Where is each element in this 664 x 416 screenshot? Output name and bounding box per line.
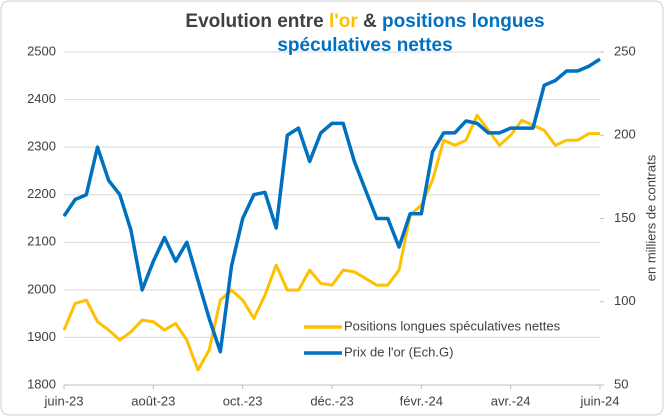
series-line (62, 113, 600, 372)
legend-label: Prix de l'or (Ech.G) (344, 344, 453, 359)
y-tick-label: 2500 (27, 43, 56, 58)
y2-tick-label: 250 (614, 43, 636, 58)
title-part: positions longues spéculatives nettes (277, 11, 545, 56)
y2-axis-label: en milliers de contrats (643, 154, 658, 281)
y2-tick-label: 200 (614, 127, 636, 142)
y2-tick-label: 50 (614, 376, 628, 391)
x-tick-label: oct.-23 (223, 393, 263, 408)
y-tick-label: 2200 (27, 186, 56, 201)
x-tick-label: avr.-24 (491, 393, 531, 408)
y-tick-label: 2100 (27, 234, 56, 249)
y2-tick-label: 100 (614, 293, 636, 308)
chart-title: Evolution entre l'or & positions longues… (140, 10, 590, 58)
y-tick-label: 2300 (27, 139, 56, 154)
x-tick-label: déc.-23 (310, 393, 353, 408)
title-part: & (357, 11, 383, 32)
y2-tick-label: 150 (614, 210, 636, 225)
x-tick-label: juin-23 (43, 393, 83, 408)
x-tick-label: août-23 (131, 393, 175, 408)
y-tick-label: 1800 (27, 376, 56, 391)
x-tick-label: juin-24 (579, 393, 619, 408)
series-line (62, 57, 601, 354)
legend-label: Positions longues spéculatives nettes (344, 318, 561, 333)
title-part: Evolution entre (185, 11, 329, 32)
title-part: l'or (328, 11, 358, 32)
x-tick-label: févr.-24 (400, 393, 443, 408)
y-tick-label: 2000 (27, 281, 56, 296)
y-tick-label: 2400 (27, 91, 56, 106)
y-tick-label: 1900 (27, 329, 56, 344)
